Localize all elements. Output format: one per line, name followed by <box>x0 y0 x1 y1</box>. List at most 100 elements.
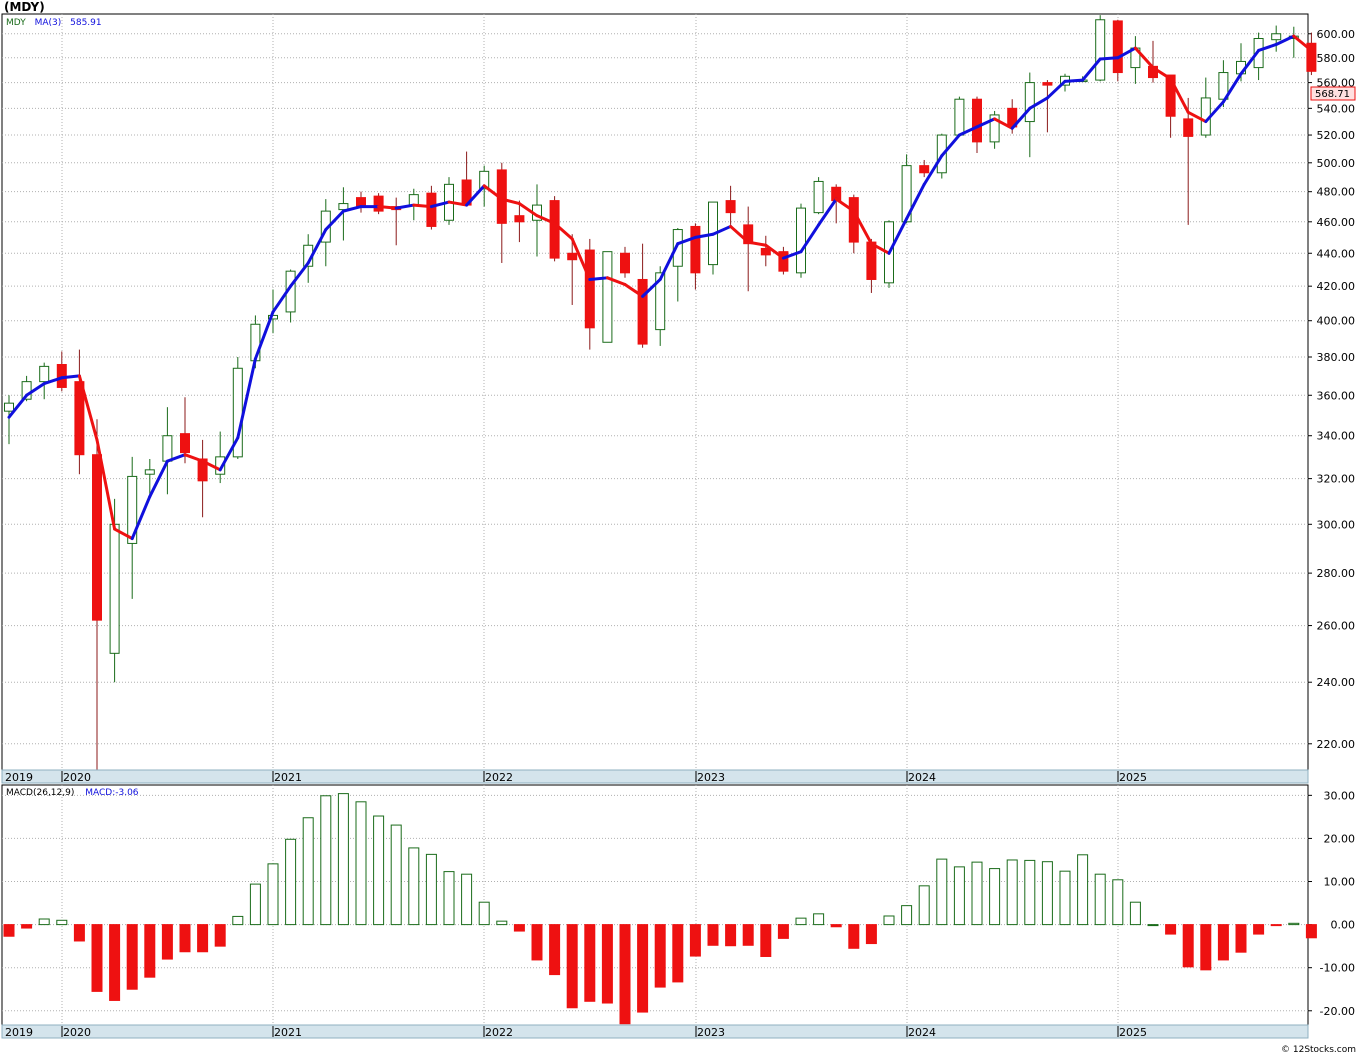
candle-body <box>620 252 630 274</box>
svg-text:MACD(26,12,9) MACD:-3.06: MACD(26,12,9) MACD:-3.06 <box>6 788 139 798</box>
candle-body <box>127 475 138 544</box>
ma-segment <box>341 205 363 213</box>
moving-average-line <box>7 34 1313 541</box>
year-label: 2019 <box>5 1026 33 1039</box>
candle-body <box>426 192 437 227</box>
ma-segment <box>1186 110 1208 124</box>
macd-bar <box>496 920 508 926</box>
price-tick-label: 340.00 <box>1317 430 1356 443</box>
price-tick-label: 260.00 <box>1317 620 1356 633</box>
macd-bar <box>689 924 701 957</box>
macd-bar <box>461 873 473 926</box>
ma-segment <box>1081 57 1102 82</box>
price-tick-label: 420.00 <box>1317 280 1356 293</box>
macd-bar <box>549 924 561 976</box>
year-label: 2023 <box>697 1026 725 1039</box>
price-tick-label: 320.00 <box>1317 473 1356 486</box>
legend-ma-label: MA(3) <box>35 18 62 28</box>
ma-segment <box>1045 79 1067 100</box>
candle-body <box>74 381 85 456</box>
macd-bar <box>1235 924 1247 953</box>
price-gridlines <box>2 14 1308 770</box>
candle-body <box>144 469 155 475</box>
price-tick-label: 380.00 <box>1317 351 1356 364</box>
macd-bar <box>637 924 649 1013</box>
ma-segment <box>447 200 469 207</box>
ma-segment <box>940 133 961 158</box>
candle-body <box>1112 20 1123 74</box>
macd-year-labels: 2019 2020 2021 2022 2023 2024 2025 <box>5 1026 1147 1039</box>
macd-bar <box>197 924 209 953</box>
ma-segment <box>1133 46 1155 70</box>
ma-segment <box>148 459 169 499</box>
ma-segment <box>834 197 856 213</box>
candle-body <box>1183 118 1194 137</box>
legend-ma-value: 585.91 <box>70 18 102 28</box>
macd-bar <box>1270 924 1282 927</box>
candle-body <box>743 224 754 245</box>
ma-segment <box>1169 77 1190 114</box>
last-price-tag: 568.71 <box>1315 89 1350 100</box>
last-price-tag-box <box>1310 86 1356 101</box>
macd-bar <box>654 924 666 988</box>
macd-bar <box>601 924 613 1004</box>
macd-bar <box>337 793 349 926</box>
macd-bar <box>214 924 226 947</box>
macd-bar <box>109 924 121 1001</box>
ma-segment <box>1028 96 1049 110</box>
macd-bar <box>725 924 737 947</box>
macd-bar <box>848 924 860 949</box>
year-label: 2019 <box>5 771 33 784</box>
macd-legend-label: MACD(26,12,9) <box>6 788 74 798</box>
ma-segment <box>201 459 222 472</box>
macd-tick-label: -10.00 <box>1320 962 1355 975</box>
ma-segment <box>482 184 504 201</box>
macd-bar <box>1253 924 1265 935</box>
ma-segment <box>465 184 486 207</box>
macd-bar <box>179 924 191 953</box>
macd-bar <box>813 913 825 926</box>
macd-bar <box>672 924 684 983</box>
year-label: 2020 <box>63 771 91 784</box>
price-year-labels: 2019 2020 2021 2022 2023 2024 2025 <box>5 771 1147 784</box>
candle-body <box>338 203 349 211</box>
macd-bar <box>373 815 385 926</box>
candle-body <box>479 170 490 190</box>
macd-bar <box>320 795 332 926</box>
price-tick-label: 300.00 <box>1317 518 1356 531</box>
macd-tick-label: 10.00 <box>1324 876 1356 889</box>
ma-segment <box>429 200 451 209</box>
macd-bar <box>408 847 420 926</box>
year-label: 2023 <box>697 771 725 784</box>
ma-segment <box>412 203 433 209</box>
ma-segment <box>1098 56 1120 61</box>
ma-segment <box>1010 106 1032 130</box>
ma-segment <box>77 374 99 442</box>
macd-bar <box>232 915 244 926</box>
ma-segment <box>711 224 733 236</box>
macd-bar <box>989 868 1001 926</box>
macd-bar <box>901 905 913 926</box>
chart-title: (MDY) <box>4 0 45 14</box>
candle-body <box>954 98 965 136</box>
candle-body <box>584 249 595 329</box>
year-label: 2022 <box>485 1026 513 1039</box>
macd-bar <box>144 924 156 978</box>
ma-segment <box>218 436 240 472</box>
ma-segment <box>253 310 275 361</box>
macd-bar <box>584 924 596 1002</box>
ma-segment <box>271 284 293 314</box>
price-tick-label: 460.00 <box>1317 216 1356 229</box>
candle-body <box>655 272 666 331</box>
macd-bar <box>742 924 754 946</box>
macd-bar <box>971 861 983 926</box>
ma-segment <box>1221 72 1243 104</box>
macd-bar <box>3 924 15 937</box>
macd-bar <box>443 871 455 926</box>
macd-legend-value: MACD:-3.06 <box>85 788 139 798</box>
macd-bar <box>619 924 631 1025</box>
candle-body <box>1165 74 1176 117</box>
price-tick-label: 220.00 <box>1317 738 1356 751</box>
ma-segment <box>1063 78 1085 83</box>
macd-bar <box>1094 873 1106 926</box>
